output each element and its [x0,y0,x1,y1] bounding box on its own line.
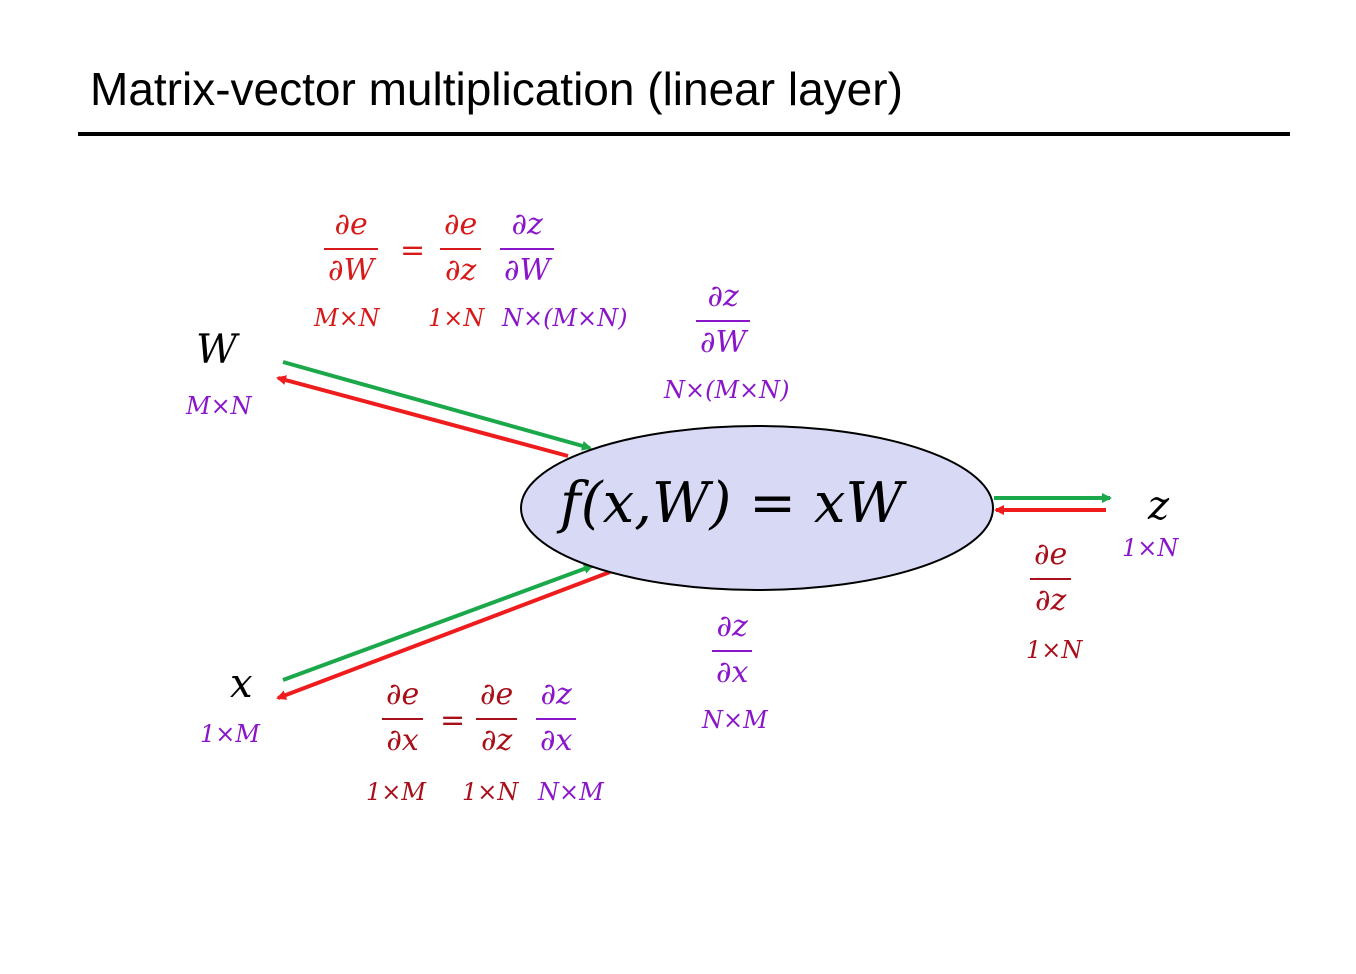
chain-w-term1-dim: 1×N [428,304,485,332]
chain-w-term2: ∂z ∂W [500,210,555,286]
chain-w-term2-dim: N×(M×N) [502,304,628,332]
function-label: f(x,W) = xW [560,471,904,536]
title-underline [78,132,1290,136]
backward-arrow-w [276,375,569,458]
chain-w-equals: = [400,233,426,268]
chain-w-term1: ∂e ∂z [440,210,482,286]
upstream-grad-dim: 1×N [1026,636,1083,664]
backward-arrow-x [276,570,611,700]
chain-w-lhs-dim: M×N [314,304,380,332]
input-w-dim: M×N [186,392,252,420]
upstream-grad-de-dz: ∂e ∂z [1030,540,1072,616]
local-grad-dz-dx-dim: N×M [702,706,768,734]
output-z-symbol: z [1148,483,1170,529]
input-x-dim: 1×M [200,720,260,748]
local-grad-dz-dx: ∂z ∂x [712,612,753,688]
chain-x-term2: ∂z ∂x [536,680,577,756]
chain-x-lhs: ∂e ∂x [382,680,424,756]
forward-arrow-x [282,564,594,682]
chain-x-equals: = [440,703,466,738]
chain-w-lhs: ∂e ∂W [324,210,379,286]
local-grad-dz-dw-dim: N×(M×N) [664,376,790,404]
output-z-dim: 1×N [1122,534,1179,562]
chain-x-term2-dim: N×M [538,778,604,806]
chain-x-lhs-dim: 1×M [366,778,426,806]
forward-arrow-w [282,360,592,451]
chain-x-term1-dim: 1×N [462,778,519,806]
local-grad-dz-dw: ∂z ∂W [696,282,751,358]
function-node [520,425,994,591]
chain-x-term1: ∂e ∂z [476,680,518,756]
input-x-symbol: x [230,661,253,707]
page-title: Matrix-vector multiplication (linear lay… [90,63,903,115]
input-w-symbol: W [196,327,238,373]
